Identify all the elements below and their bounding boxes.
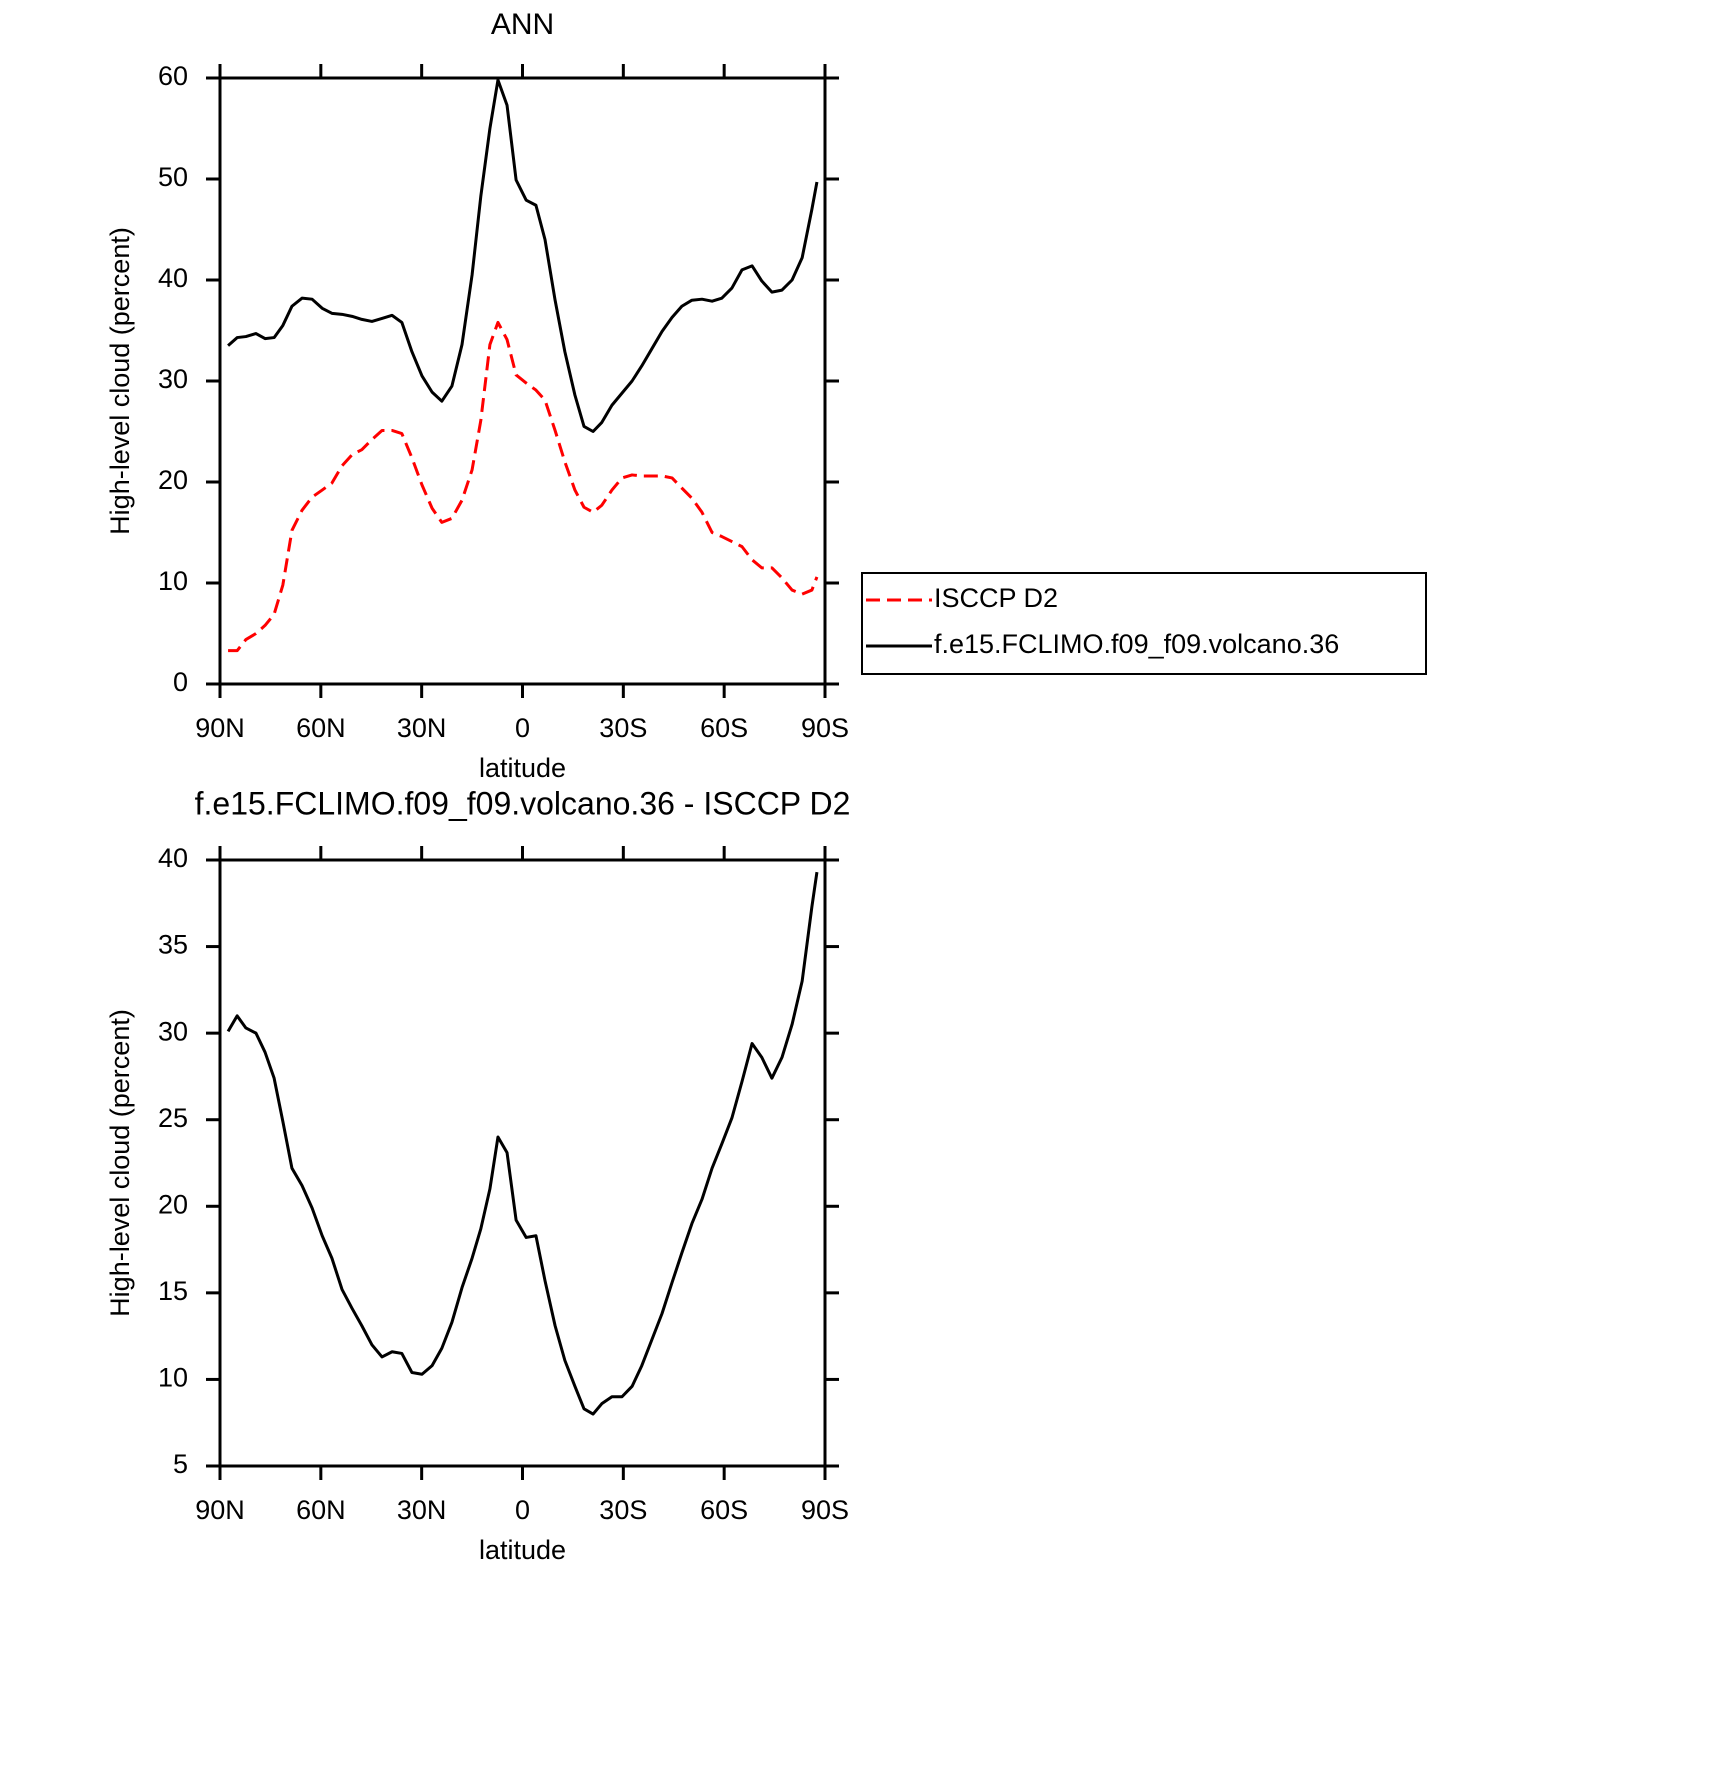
y-tick-label: 50 xyxy=(158,162,188,192)
y-tick-label: 10 xyxy=(158,1363,188,1393)
x-tick-label: 90N xyxy=(195,1495,245,1525)
x-tick-label: 90N xyxy=(195,713,245,743)
legend-label: ISCCP D2 xyxy=(934,583,1058,613)
y-tick-label: 10 xyxy=(158,566,188,596)
y-tick-label: 35 xyxy=(158,930,188,960)
y-tick-label: 20 xyxy=(158,465,188,495)
x-tick-label: 30S xyxy=(599,1495,647,1525)
x-tick-label: 0 xyxy=(515,1495,530,1525)
data-line xyxy=(227,78,819,433)
y-tick-label: 20 xyxy=(158,1189,188,1219)
y-tick-label: 30 xyxy=(158,1016,188,1046)
x-tick-label: 30N xyxy=(397,1495,447,1525)
y-tick-label: 5 xyxy=(173,1449,188,1479)
x-axis-label: latitude xyxy=(479,1535,566,1565)
y-axis-label: High-level cloud (percent) xyxy=(105,1009,135,1317)
x-axis-label: latitude xyxy=(479,753,566,783)
y-tick-label: 0 xyxy=(173,667,188,697)
x-tick-label: 60S xyxy=(700,713,748,743)
x-tick-label: 30N xyxy=(397,713,447,743)
legend-label: f.e15.FCLIMO.f09_f09.volcano.36 xyxy=(934,629,1339,659)
x-tick-label: 0 xyxy=(515,713,530,743)
y-tick-label: 15 xyxy=(158,1276,188,1306)
data-line xyxy=(226,871,819,1416)
y-tick-label: 40 xyxy=(158,263,188,293)
y-axis-label: High-level cloud (percent) xyxy=(105,227,135,535)
chart-title: f.e15.FCLIMO.f09_f09.volcano.36 - ISCCP … xyxy=(195,785,851,821)
legend-box xyxy=(861,572,1427,675)
y-tick-label: 40 xyxy=(158,843,188,873)
y-tick-label: 30 xyxy=(158,364,188,394)
x-tick-label: 60N xyxy=(296,713,346,743)
y-tick-label: 25 xyxy=(158,1103,188,1133)
y-tick-label: 60 xyxy=(158,61,188,91)
x-tick-label: 90S xyxy=(801,1495,849,1525)
x-tick-label: 60N xyxy=(296,1495,346,1525)
plot-frame xyxy=(218,858,827,1468)
x-tick-label: 90S xyxy=(801,713,849,743)
data-line xyxy=(228,320,819,653)
x-tick-label: 30S xyxy=(599,713,647,743)
chart-title: ANN xyxy=(491,8,554,41)
x-tick-label: 60S xyxy=(700,1495,748,1525)
